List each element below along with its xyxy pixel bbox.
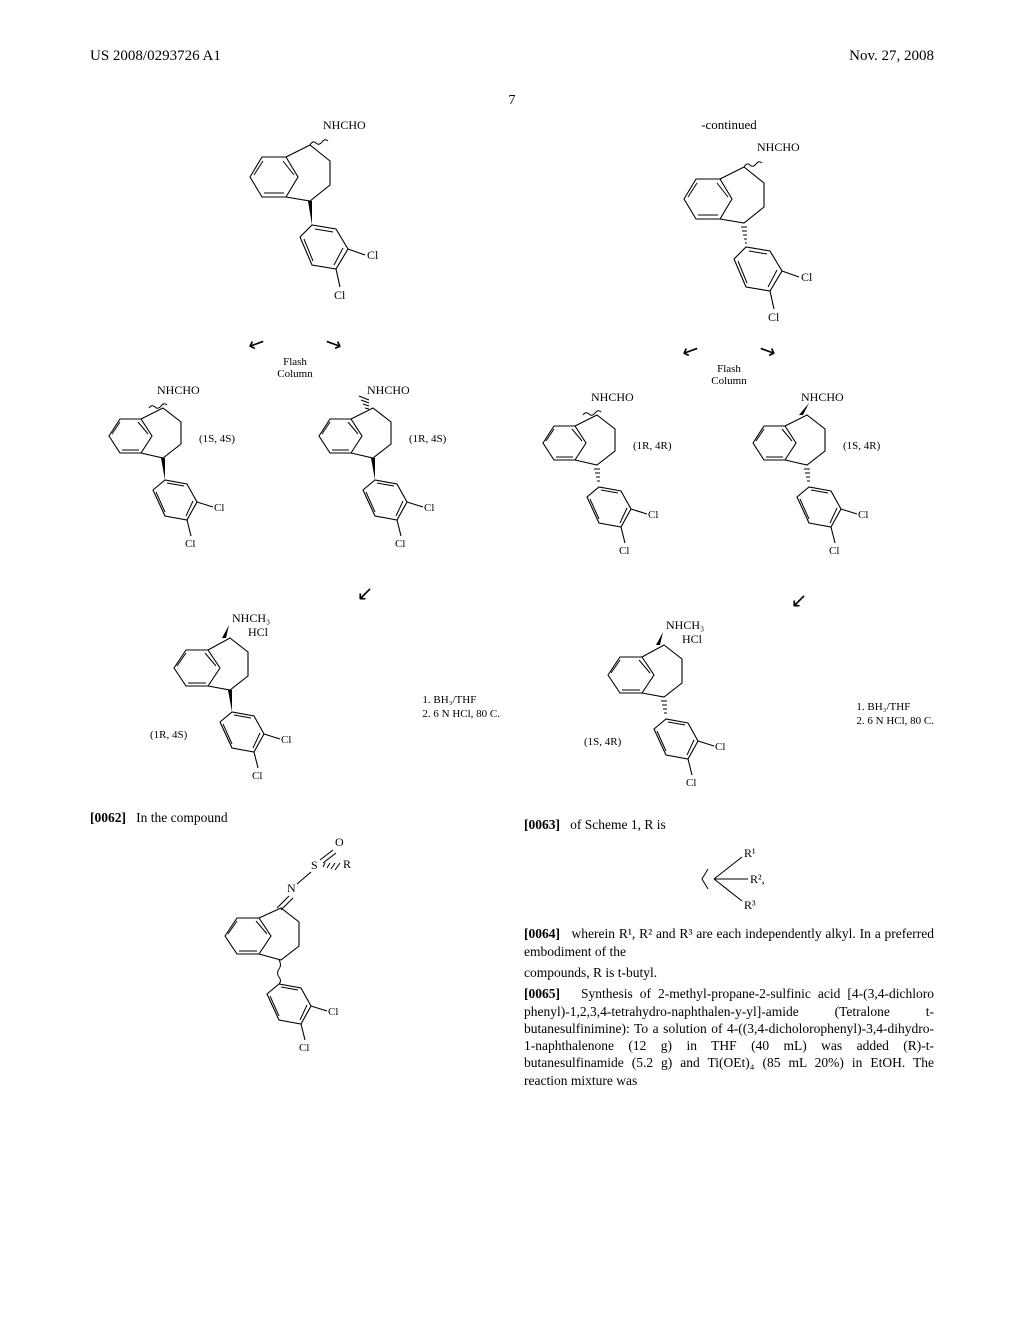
svg-text:NHCH₃: NHCH₃ xyxy=(666,618,704,632)
r-group-structure: R¹ R², R³ xyxy=(524,839,934,919)
para-64-text: wherein R¹, R² and R³ are each independe… xyxy=(524,926,934,958)
svg-text:HCl: HCl xyxy=(682,632,703,646)
patent-number: US 2008/0293726 A1 xyxy=(90,48,221,65)
svg-text:(1R, 4R): (1R, 4R) xyxy=(633,440,672,452)
svg-text:S: S xyxy=(311,858,318,872)
publication-date: Nov. 27, 2008 xyxy=(849,48,934,65)
svg-text:Cl: Cl xyxy=(328,1006,338,1018)
svg-text:Cl: Cl xyxy=(686,777,696,789)
svg-text:Cl: Cl xyxy=(829,545,839,557)
paragraph-63: [0063] of Scheme 1, R is xyxy=(524,816,934,833)
para-num-62: [0062] xyxy=(90,810,126,825)
flash-column-label-left: FlashColumn xyxy=(90,356,500,380)
structure-1r4s: NHCHO Cl xyxy=(305,382,495,582)
para-num-64: [0064] xyxy=(524,926,560,941)
para-63-text: of Scheme 1, R is xyxy=(570,817,666,832)
svg-text:Cl: Cl xyxy=(299,1042,309,1054)
right-final-product-row: NHCH₃ HCl Cl xyxy=(524,617,934,812)
flash-column-label-right: FlashColumn xyxy=(524,363,934,387)
svg-text:Cl: Cl xyxy=(252,770,262,782)
svg-text:Cl: Cl xyxy=(281,734,291,746)
continued-label: -continued xyxy=(524,117,934,133)
svg-text:(1S, 4S): (1S, 4S) xyxy=(199,433,235,445)
page-number: 7 xyxy=(0,93,1024,109)
structure-1s4r: NHCHO Cl Cl xyxy=(739,389,929,589)
svg-text:R: R xyxy=(343,857,351,871)
cond-line1: 1. BH₃/THF xyxy=(422,694,500,708)
svg-text:NHCH₃: NHCH₃ xyxy=(232,611,270,625)
main-content: NHCHO Cl xyxy=(0,117,1024,1093)
structure-1r4s-product: NHCH₃ HCl Cl Cl (1R, 4S) xyxy=(148,610,358,805)
left-final-product-row: NHCH₃ HCl Cl Cl (1R, 4S) 1. B xyxy=(90,610,500,805)
cond-line1-r: 1. BH₃/THF xyxy=(856,701,934,715)
para-65-text: Synthesis of 2-methyl-propane-2-sulfinic… xyxy=(524,986,934,1087)
svg-text:NHCHO: NHCHO xyxy=(367,383,410,397)
svg-text:(1S, 4R): (1S, 4R) xyxy=(843,440,881,452)
para-num-63: [0063] xyxy=(524,817,560,832)
right-split-arrows: ↙ ↘ xyxy=(524,341,934,361)
right-diastereomer-pair: NHCHO Cl Cl xyxy=(524,389,934,589)
left-top-structure: NHCHO Cl xyxy=(90,117,500,332)
left-split-arrows: ↙ ↘ xyxy=(90,334,500,354)
structure-1s4s: NHCHO Cl Cl (1S, 4S) xyxy=(95,382,285,582)
cond-line2-r: 2. 6 N HCl, 80 C. xyxy=(856,715,934,729)
wedge-bond xyxy=(308,201,312,225)
left-single-arrow: ↙ xyxy=(90,584,500,604)
svg-text:(1R, 4S): (1R, 4S) xyxy=(150,729,188,741)
right-top-structure: NHCHO Cl xyxy=(524,139,934,339)
paragraph-62: [0062] In the compound xyxy=(90,809,500,826)
svg-text:N: N xyxy=(287,881,296,895)
left-column: NHCHO Cl xyxy=(90,117,500,1093)
svg-text:Cl: Cl xyxy=(768,310,780,324)
svg-text:NHCHO: NHCHO xyxy=(757,140,800,154)
compound-62-structure: O S R N xyxy=(90,832,500,1072)
svg-text:Cl: Cl xyxy=(185,538,195,550)
paragraph-64: [0064] wherein R¹, R² and R³ are each in… xyxy=(524,925,934,960)
para-62-text: In the compound xyxy=(136,810,227,825)
svg-text:R³: R³ xyxy=(744,898,756,912)
paragraph-64b: compounds, R is t-butyl. xyxy=(524,964,934,981)
svg-text:Cl: Cl xyxy=(648,509,658,521)
svg-text:Cl: Cl xyxy=(214,502,224,514)
svg-text:Cl: Cl xyxy=(395,538,405,550)
right-column: -continued NHCHO xyxy=(524,117,934,1093)
svg-text:O: O xyxy=(335,835,344,849)
left-diastereomer-pair: NHCHO Cl Cl (1S, 4S) NHCHO xyxy=(90,382,500,582)
svg-text:NHCHO: NHCHO xyxy=(591,390,634,404)
nhcho-label: NHCHO xyxy=(323,118,366,132)
svg-text:NHCHO: NHCHO xyxy=(801,390,844,404)
structure-1r4r: NHCHO Cl Cl xyxy=(529,389,719,589)
svg-text:Cl: Cl xyxy=(858,509,868,521)
svg-text:(1S, 4R): (1S, 4R) xyxy=(584,736,622,748)
svg-text:Cl: Cl xyxy=(619,545,629,557)
svg-text:Cl: Cl xyxy=(367,248,379,262)
paragraph-65: [0065] Synthesis of 2-methyl-propane-2-s… xyxy=(524,985,934,1089)
left-conditions: 1. BH₃/THF 2. 6 N HCl, 80 C. xyxy=(422,694,500,722)
svg-text:NHCHO: NHCHO xyxy=(157,383,200,397)
svg-text:R¹: R¹ xyxy=(744,846,756,860)
right-conditions: 1. BH₃/THF 2. 6 N HCl, 80 C. xyxy=(856,701,934,729)
svg-text:Cl: Cl xyxy=(715,741,725,753)
structure-1s4r-product: NHCH₃ HCl Cl xyxy=(582,617,792,812)
svg-text:HCl: HCl xyxy=(248,625,269,639)
page-header: US 2008/0293726 A1 Nov. 27, 2008 xyxy=(0,0,1024,65)
svg-text:R²,: R², xyxy=(750,872,765,886)
svg-text:(1R, 4S): (1R, 4S) xyxy=(409,433,447,445)
cond-line2: 2. 6 N HCl, 80 C. xyxy=(422,708,500,722)
para-num-65: [0065] xyxy=(524,986,560,1001)
svg-text:Cl: Cl xyxy=(801,270,813,284)
svg-text:Cl: Cl xyxy=(424,502,434,514)
right-single-arrow: ↙ xyxy=(524,591,934,611)
svg-text:Cl: Cl xyxy=(334,288,346,302)
